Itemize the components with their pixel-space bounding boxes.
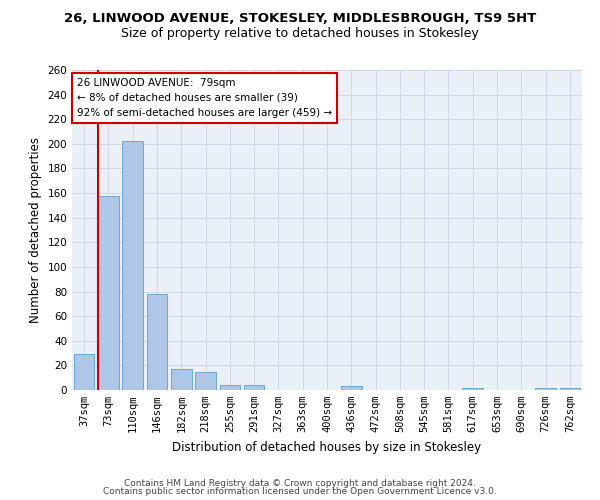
Bar: [463, 388, 483, 390]
Text: 26 LINWOOD AVENUE:  79sqm
← 8% of detached houses are smaller (39)
92% of semi-d: 26 LINWOOD AVENUE: 79sqm ← 8% of detache…: [77, 78, 332, 118]
Bar: [560, 388, 580, 390]
Bar: [171, 369, 191, 390]
Text: Contains HM Land Registry data © Crown copyright and database right 2024.: Contains HM Land Registry data © Crown c…: [124, 478, 476, 488]
Text: Contains public sector information licensed under the Open Government Licence v3: Contains public sector information licen…: [103, 487, 497, 496]
Bar: [74, 354, 94, 390]
Bar: [195, 372, 216, 390]
Text: Size of property relative to detached houses in Stokesley: Size of property relative to detached ho…: [121, 28, 479, 40]
X-axis label: Distribution of detached houses by size in Stokesley: Distribution of detached houses by size …: [172, 440, 482, 454]
Y-axis label: Number of detached properties: Number of detached properties: [29, 137, 42, 323]
Bar: [244, 385, 265, 390]
Bar: [98, 196, 119, 390]
Text: 26, LINWOOD AVENUE, STOKESLEY, MIDDLESBROUGH, TS9 5HT: 26, LINWOOD AVENUE, STOKESLEY, MIDDLESBR…: [64, 12, 536, 26]
Bar: [535, 388, 556, 390]
Bar: [146, 294, 167, 390]
Bar: [122, 142, 143, 390]
Bar: [341, 386, 362, 390]
Bar: [220, 385, 240, 390]
